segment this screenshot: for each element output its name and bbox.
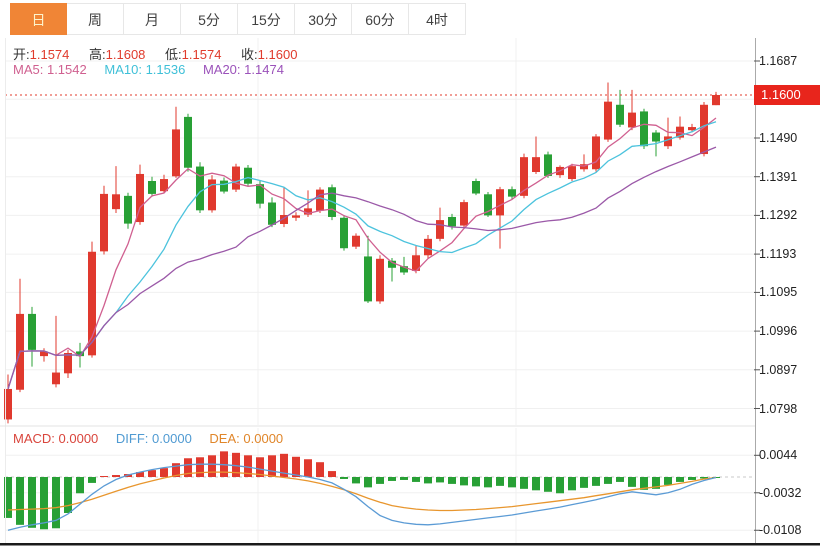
y-axis-label: 1.1095 xyxy=(759,285,798,300)
tab-60min[interactable]: 60分 xyxy=(352,3,409,35)
y-axis-label: -0.0032 xyxy=(759,485,802,500)
y-axis-label: 1.1490 xyxy=(759,131,798,145)
dea-label: DEA: xyxy=(209,431,240,446)
tab-5min[interactable]: 5分 xyxy=(181,3,238,35)
y-axis-label: 1.0798 xyxy=(759,401,798,416)
tab-4hour[interactable]: 4时 xyxy=(409,3,466,35)
ma20-label: MA20: xyxy=(202,62,241,77)
tab-month[interactable]: 月 xyxy=(124,3,181,35)
y-axis-label: -0.0108 xyxy=(759,523,802,538)
diff-value: 0.0000 xyxy=(152,431,192,446)
y-axis-label: 0.0044 xyxy=(759,448,798,463)
diff-label: DIFF: xyxy=(115,431,149,446)
macd-value: 0.0000 xyxy=(58,431,99,446)
ma10-value: 1.1536 xyxy=(145,62,186,77)
y-axis-label: 1.0897 xyxy=(759,362,798,377)
open-value: 1.1574 xyxy=(29,47,70,62)
dea-value: 0.0000 xyxy=(243,431,284,446)
ma20-value: 1.1474 xyxy=(244,62,284,77)
tab-15min[interactable]: 15分 xyxy=(238,3,295,35)
high-value: 1.1608 xyxy=(105,47,146,62)
macd-info-row: MACD: 0.0000 DIFF: 0.0000 DEA: 0.0000 xyxy=(13,431,297,446)
high-label: 高: xyxy=(89,47,106,62)
low-value: 1.1574 xyxy=(181,47,222,62)
tab-30min[interactable]: 30分 xyxy=(295,3,352,35)
y-axis-label: 1.1687 xyxy=(759,54,798,68)
current-price-tag: 1.1600 xyxy=(754,85,820,105)
ma10-label: MA10: xyxy=(104,62,142,77)
ma5-label: MA5: xyxy=(13,62,44,77)
ma5-value: 1.1542 xyxy=(46,62,87,77)
ma-info-row: MA5: 1.1542 MA10: 1.1536 MA20: 1.1474 xyxy=(13,62,298,77)
close-label: 收: xyxy=(241,47,258,62)
y-axis-label: 1.0996 xyxy=(759,324,798,339)
low-label: 低: xyxy=(165,47,182,62)
tab-day[interactable]: 日 xyxy=(10,3,67,35)
tab-week[interactable]: 周 xyxy=(67,3,124,35)
y-axis-label: 1.1193 xyxy=(759,247,797,262)
close-value: 1.1600 xyxy=(257,47,298,62)
y-axis-label: 1.1292 xyxy=(759,208,798,223)
period-tabbar: 日 周 月 5分 15分 30分 60分 4时 xyxy=(10,3,466,35)
y-axis-label: 1.1391 xyxy=(759,169,798,184)
ohlc-info-row: 开:1.1574 高:1.1608 低:1.1574 收:1.1600 xyxy=(13,44,313,63)
open-label: 开: xyxy=(13,47,30,62)
macd-label: MACD: xyxy=(13,431,55,446)
